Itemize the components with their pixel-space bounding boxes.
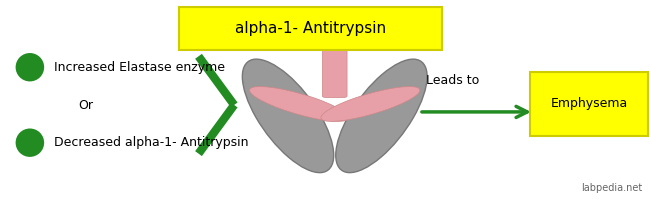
Text: labpedia.net: labpedia.net [582,183,643,193]
Ellipse shape [321,87,420,121]
Ellipse shape [16,53,44,81]
Text: Decreased alpha-1- Antitrypsin: Decreased alpha-1- Antitrypsin [54,136,248,149]
Text: Increased Elastase enzyme: Increased Elastase enzyme [54,61,225,74]
Text: alpha-1- Antitrypsin: alpha-1- Antitrypsin [235,21,386,36]
FancyBboxPatch shape [530,72,648,136]
Text: Emphysema: Emphysema [551,97,628,110]
FancyBboxPatch shape [322,27,347,98]
Ellipse shape [336,59,427,173]
Ellipse shape [242,59,333,173]
FancyBboxPatch shape [179,7,442,50]
Ellipse shape [250,87,348,121]
Text: Leads to: Leads to [426,74,479,87]
Text: Or: Or [79,99,94,112]
Ellipse shape [16,129,44,157]
